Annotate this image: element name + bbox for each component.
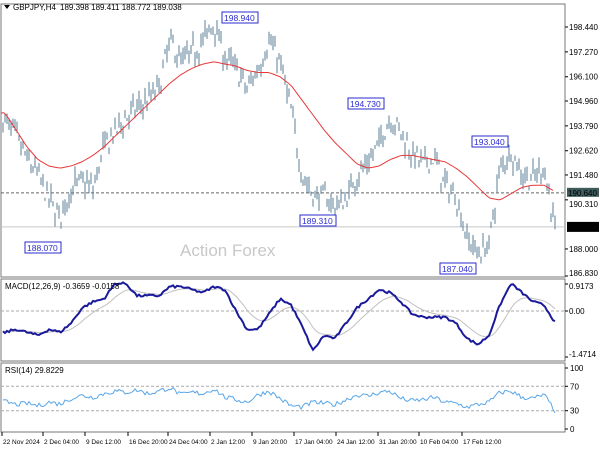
level-price-tag: 190.640 (567, 187, 599, 198)
current-price-tag: 189.038 (567, 221, 599, 232)
rsi-tick-label: 100 (570, 364, 584, 373)
moving-average-line (1, 61, 554, 201)
x-tick-label: 10 Feb 04:00 (420, 439, 459, 446)
x-tick-label: 31 Jan 20:00 (379, 439, 417, 446)
x-tick-label: 24 Jan 12:00 (337, 439, 375, 446)
y-tick-label: 194.960 (569, 97, 598, 106)
x-tick-label: 9 Dec 12:00 (86, 439, 121, 446)
macd-tick-label: 0.00 (569, 307, 585, 316)
price-annotation: 198.940 (221, 11, 259, 24)
annotation-label: 188.070 (27, 243, 58, 253)
rsi-title: RSI(14) 29.8229 (5, 366, 64, 375)
symbol-label: GBPJPY,H4 (13, 3, 57, 12)
macd-signal-line (2, 287, 556, 338)
panel-frame-1 (0, 278, 566, 362)
panel-frame-2 (0, 362, 566, 433)
y-tick-label: 190.310 (569, 200, 598, 209)
annotation-box (471, 135, 509, 148)
annotation-box (24, 241, 62, 254)
y-tick-label: 188.000 (569, 245, 598, 254)
ohlc-label: 189.398 189.411 188.772 189.038 (60, 3, 182, 12)
macd-title: MACD(12,26,9) -0.3659 -0.0158 (5, 282, 120, 291)
macd-line (2, 281, 556, 352)
annotation-label: 187.040 (442, 264, 473, 274)
x-tick-label: 9 Jan 20:00 (253, 439, 287, 446)
macd-tick-label: 0.9173 (569, 282, 594, 291)
price-annotation: 194.730 (347, 97, 385, 110)
x-tick-label: 17 Feb 12:00 (463, 439, 502, 446)
rsi-tick-label: 0 (570, 425, 575, 434)
rsi-line (2, 386, 556, 414)
y-tick-label: 198.440 (569, 23, 598, 32)
rsi-tick-label: 30 (570, 407, 579, 416)
watermark: Action Forex (180, 241, 276, 260)
annotation-box (299, 214, 337, 227)
y-tick-label: 191.480 (569, 171, 598, 180)
collapse-triangle-icon[interactable] (4, 5, 10, 9)
y-tick-label: 193.790 (569, 122, 598, 131)
y-tick-label: 186.830 (569, 269, 598, 278)
tag-bg (567, 187, 599, 197)
price-annotation: 193.040 (471, 135, 509, 148)
annotation-label: 189.310 (302, 216, 333, 226)
annotation-box (347, 97, 385, 110)
rsi-tick-label: 70 (570, 382, 579, 391)
y-tick-label: 192.620 (569, 147, 598, 156)
tag-bg (567, 221, 599, 232)
y-tick-label: 197.270 (569, 48, 598, 57)
x-tick-label: 24 Dec 04:00 (169, 439, 208, 446)
price-annotation: 189.310 (299, 214, 337, 227)
annotation-label: 194.730 (350, 99, 381, 109)
annotation-box (439, 262, 477, 275)
price-annotation: 187.040 (439, 262, 477, 275)
panel-frame-0 (0, 3, 566, 278)
current-price-label: 189.038 (568, 223, 597, 232)
annotation-label: 193.040 (474, 137, 505, 147)
x-tick-label: 22 Nov 2024 (3, 439, 40, 446)
x-tick-label: 17 Jan 04:00 (295, 439, 333, 446)
price-annotation: 188.070 (24, 241, 62, 254)
level-price-label: 190.640 (568, 189, 597, 198)
macd-tick-label: -1.4714 (569, 350, 597, 359)
y-tick-label: 196.100 (569, 73, 598, 82)
annotation-box (221, 11, 259, 24)
x-tick-label: 2 Dec 04:00 (44, 439, 79, 446)
x-tick-label: 2 Jan 12:00 (211, 439, 245, 446)
annotation-label: 198.940 (224, 13, 255, 23)
x-tick-label: 16 Dec 20:00 (129, 439, 168, 446)
